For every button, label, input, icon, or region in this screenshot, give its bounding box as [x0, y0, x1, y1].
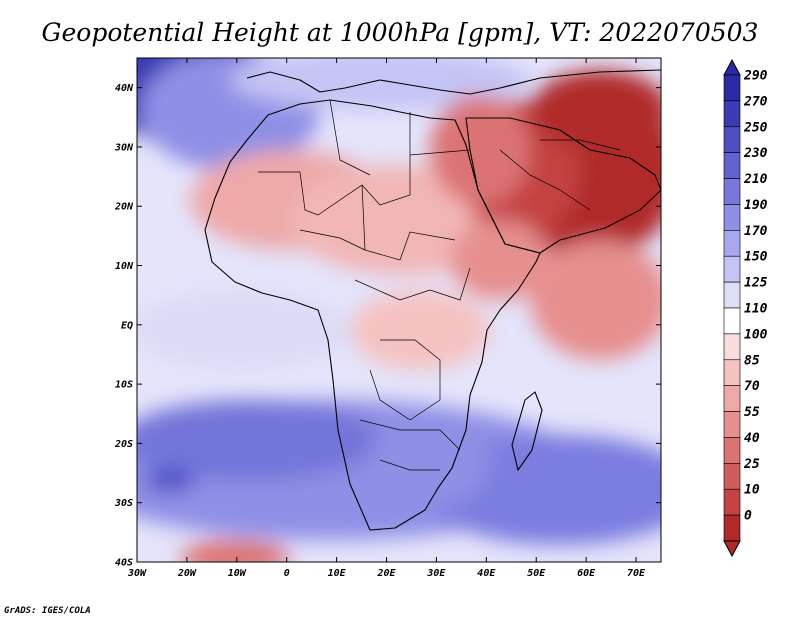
- latitude-tick-label: 30N: [114, 142, 134, 153]
- colorbar-swatch: [723, 74, 741, 102]
- latitude-tick-label: EQ: [121, 320, 133, 331]
- latitude-tick-label: 40S: [115, 558, 133, 569]
- colorbar-label: 210: [743, 172, 768, 187]
- colorbar-swatch: [723, 411, 741, 438]
- latitude-tick-label: 20N: [114, 202, 134, 213]
- longitude-tick-label: 70E: [627, 568, 646, 579]
- colorbar-label: 230: [743, 146, 768, 161]
- colorbar-label: 125: [744, 276, 768, 291]
- colorbar-label: 85: [744, 353, 760, 368]
- grads-credit: GrADS: IGES/COLA: [4, 606, 91, 616]
- latitude-tick-label: 10S: [115, 380, 133, 391]
- colorbar-label: 100: [744, 327, 768, 342]
- colorbar-swatch: [723, 514, 741, 542]
- longitude-tick-label: 60E: [577, 568, 596, 579]
- colorbar-label: 25: [743, 457, 760, 472]
- latitude-tick-label: 20S: [114, 439, 133, 450]
- colorbar-swatch: [723, 385, 741, 412]
- shaded-field: [137, 58, 661, 562]
- colorbar-swatch: [723, 437, 741, 464]
- longitude-ticks: 30W 20W 10W 0 10E 20E 30E 40E 50E 60E 70E: [127, 58, 646, 579]
- colorbar-label: 110: [744, 302, 768, 317]
- colorbar-swatch: [723, 359, 741, 386]
- colorbar-label: 55: [744, 405, 760, 420]
- colorbar-swatch: [723, 152, 741, 179]
- colorbar-label: 0: [744, 509, 752, 524]
- country-borders: [258, 99, 621, 471]
- colorbar-label: 270: [743, 94, 768, 109]
- latitude-tick-label: 30S: [114, 498, 133, 509]
- colorbar-swatch: [723, 255, 741, 283]
- colorbar-label: 40: [744, 431, 760, 446]
- longitude-tick-label: 20W: [177, 568, 197, 579]
- map-title: Geopotential Height at 1000hPa [gpm], VT…: [42, 18, 759, 47]
- colorbar-label: 250: [743, 120, 768, 135]
- longitude-tick-label: 30E: [426, 568, 446, 579]
- colorbar-swatch: [723, 204, 741, 231]
- latitude-tick-label: 10N: [115, 261, 134, 272]
- colorbar-label: 290: [743, 69, 768, 84]
- africa-coastline: [204, 99, 541, 531]
- colorbar-swatch: [723, 307, 741, 335]
- colorbar-swatch: [723, 463, 741, 490]
- colorbar-swatch: [723, 333, 741, 361]
- colorbar-label: 70: [744, 379, 760, 394]
- colorbar-label: 190: [744, 198, 768, 213]
- colorbar-swatch: [723, 100, 741, 128]
- colorbar: 2902702502302101901701501251101008570554…: [723, 58, 768, 558]
- colorbar-label: 10: [744, 483, 760, 498]
- longitude-tick-label: 50E: [527, 568, 546, 579]
- colorbar-top-arrow: [723, 58, 741, 76]
- colorbar-label: 170: [744, 224, 768, 239]
- longitude-tick-label: 0: [284, 568, 290, 579]
- colorbar-label: 150: [744, 250, 768, 265]
- colorbar-swatch: [723, 178, 741, 205]
- madagascar-coastline: [511, 391, 543, 471]
- colorbar-swatch: [723, 488, 741, 516]
- longitude-tick-label: 40E: [477, 568, 496, 579]
- colorbar-swatch: [723, 230, 741, 257]
- longitude-tick-label: 30W: [127, 568, 147, 579]
- europe-coastline: [246, 69, 661, 95]
- latitude-tick-label: 40N: [115, 83, 134, 94]
- coastlines: [204, 69, 661, 531]
- longitude-tick-label: 10E: [328, 568, 347, 579]
- plot-frame: [136, 57, 662, 563]
- latitude-ticks: 40N 30N 20N 10N EQ 10S 20S 30S 40S: [114, 83, 661, 569]
- colorbar-bottom-arrow: [723, 540, 741, 558]
- colorbar-swatch: [723, 126, 741, 153]
- colorbar-swatch: [723, 281, 741, 309]
- longitude-tick-label: 20E: [376, 568, 396, 579]
- longitude-tick-label: 10W: [228, 568, 247, 579]
